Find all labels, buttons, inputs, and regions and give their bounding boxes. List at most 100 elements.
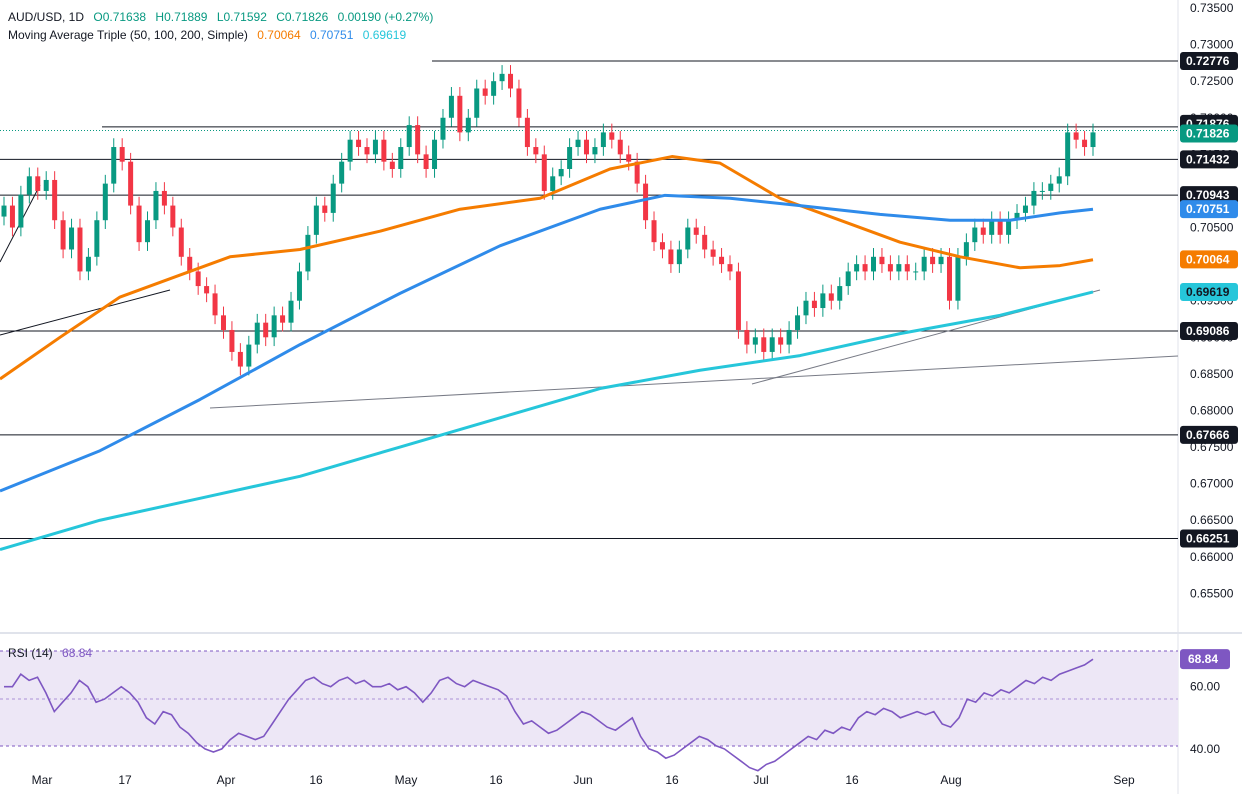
price-label-badge — [1180, 124, 1238, 143]
candle-body — [904, 264, 910, 272]
time-tick-label: 16 — [309, 773, 323, 787]
symbol-name[interactable]: AUD/USD, 1D — [8, 10, 85, 24]
price-tick-label: 0.66500 — [1190, 513, 1234, 527]
time-tick-label: Sep — [1113, 773, 1135, 787]
rsi-legend: RSI (14) 68.84 — [8, 646, 98, 660]
candle-body — [35, 176, 41, 191]
price-label-text: 0.69086 — [1186, 324, 1230, 338]
price-label-badge — [1180, 186, 1238, 205]
candle-body — [955, 256, 961, 301]
candle-body — [617, 139, 623, 155]
candle-body — [778, 337, 784, 345]
candle-body — [254, 322, 260, 345]
rsi-title[interactable]: RSI (14) — [8, 646, 53, 660]
candle-body — [423, 154, 429, 169]
candle-body — [820, 293, 826, 309]
candle-body — [356, 139, 362, 148]
candle-body — [609, 132, 615, 140]
candle-body — [263, 322, 269, 338]
candle-body — [102, 183, 108, 221]
candle-body — [896, 264, 902, 272]
candle-body — [491, 81, 497, 96]
candle-body — [685, 227, 691, 250]
ma-title[interactable]: Moving Average Triple (50, 100, 200, Sim… — [8, 28, 248, 42]
rsi-axis: 60.00 40.00 68.84 — [1180, 649, 1230, 756]
candle-body — [440, 117, 446, 140]
candle-body — [271, 315, 277, 338]
candle-body — [921, 256, 927, 272]
candle-body — [94, 220, 100, 257]
candle-body — [1006, 220, 1012, 235]
price-label-text: 0.71432 — [1186, 152, 1230, 166]
candle-body — [583, 139, 589, 155]
candle-body — [499, 73, 505, 82]
ma100-value: 0.70751 — [310, 28, 354, 42]
candle-body — [119, 147, 125, 162]
candle-body — [1048, 183, 1054, 191]
price-label-text: 0.70751 — [1186, 202, 1230, 216]
candle-body — [600, 132, 606, 148]
rsi-tick-label: 60.00 — [1190, 680, 1220, 694]
candle-body — [313, 205, 319, 235]
candle-body — [567, 147, 573, 169]
candle-body — [474, 88, 480, 118]
candle-body — [854, 264, 860, 272]
candle-body — [752, 337, 758, 345]
time-tick-label: Mar — [32, 773, 53, 787]
candle-body — [229, 329, 235, 352]
candle-body — [280, 315, 286, 323]
candle-body — [972, 227, 978, 243]
candle-body — [659, 242, 665, 250]
candle-body — [246, 344, 252, 367]
rsi-value-badge — [1180, 649, 1230, 670]
time-tick-label: 16 — [665, 773, 679, 787]
candle-body — [1082, 139, 1088, 148]
candle-body — [668, 249, 674, 265]
march-trendline — [0, 289, 171, 336]
candle-body — [77, 227, 83, 272]
candle-body — [161, 190, 167, 206]
candle-body — [26, 176, 32, 195]
time-tick-label: Jun — [573, 773, 592, 787]
price-label-badge — [1180, 51, 1238, 70]
time-tick-label: May — [395, 773, 418, 787]
price-tick-label: 0.73500 — [1190, 1, 1234, 15]
low-value: L0.71592 — [216, 10, 267, 24]
candle-body — [879, 256, 885, 265]
price-tick-label: 0.70500 — [1190, 221, 1234, 235]
moving-averages — [0, 155, 1094, 551]
candle-body — [989, 220, 995, 235]
candle-body — [1039, 190, 1045, 192]
candle-body — [837, 286, 843, 301]
price-tick-label: 0.66000 — [1190, 550, 1234, 564]
candle-body — [1022, 205, 1028, 213]
price-tick-label: 0.68000 — [1190, 403, 1234, 417]
candle-body — [389, 161, 395, 169]
price-label-badge — [1180, 425, 1238, 444]
price-label-badge — [1180, 282, 1238, 301]
time-tick-label: Apr — [217, 773, 236, 787]
open-value: O0.71638 — [93, 10, 147, 24]
rsi-legend-value: 68.84 — [62, 646, 93, 660]
candle-body — [930, 256, 936, 265]
candle-body — [415, 125, 421, 155]
time-tick-label: Jul — [753, 773, 768, 787]
candle-body — [9, 205, 15, 228]
candle-body — [339, 161, 345, 184]
time-axis[interactable]: Mar 17 Apr 16 May 16 Jun 16 Jul 16 Aug Sep — [32, 773, 1135, 787]
price-label-badge — [1180, 250, 1238, 269]
candle-body — [364, 147, 370, 155]
candles — [1, 65, 1096, 376]
candle-body — [178, 227, 184, 257]
candle-body — [85, 256, 91, 272]
candle-body — [457, 95, 463, 133]
candle-body — [516, 88, 522, 118]
support-trendline — [209, 355, 1179, 409]
candle-body — [406, 125, 412, 148]
candle-body — [693, 227, 699, 235]
time-tick-label: 16 — [489, 773, 503, 787]
candle-body — [727, 264, 733, 272]
price-label-badge — [1180, 529, 1238, 548]
price-tick-label: 0.65500 — [1190, 586, 1234, 600]
